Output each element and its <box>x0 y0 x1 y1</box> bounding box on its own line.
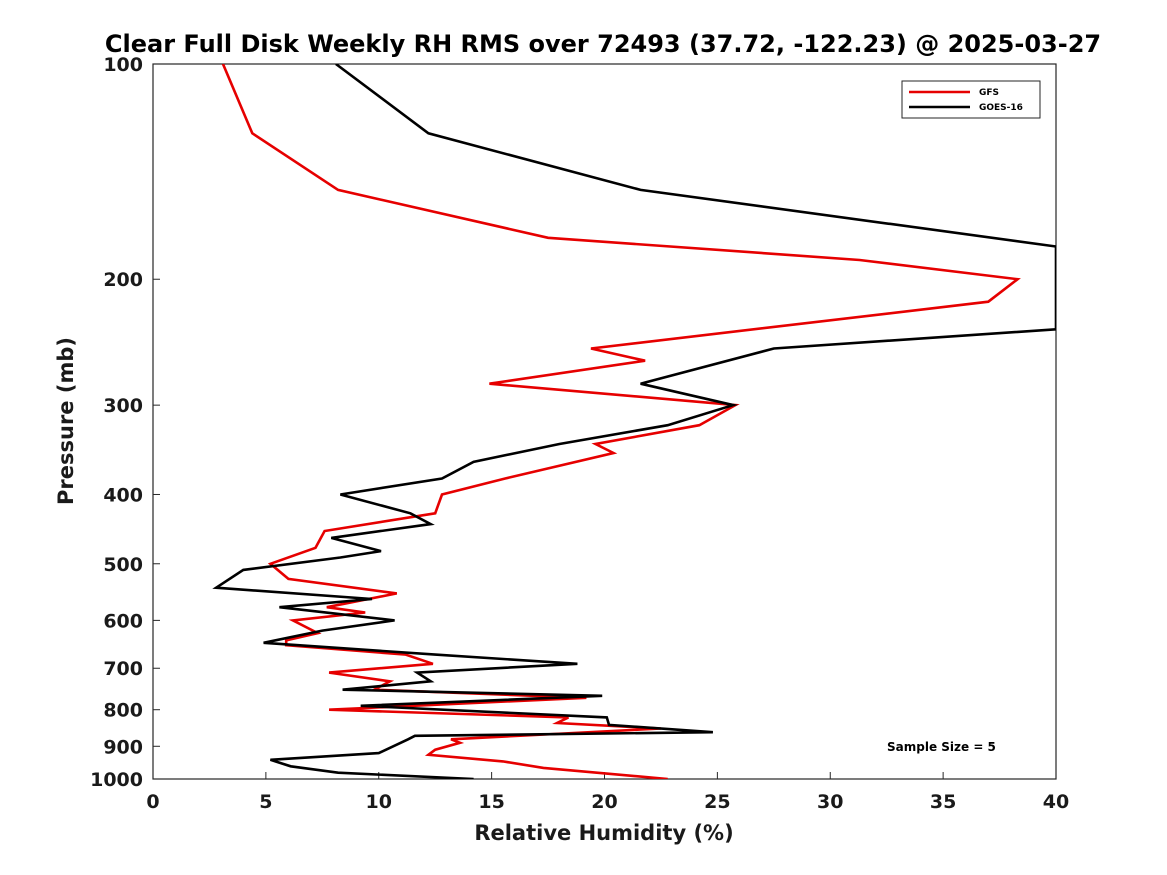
y-tick-label: 1000 <box>90 769 143 791</box>
x-tick-label: 5 <box>259 791 272 813</box>
y-axis: 100 200 300 400 500 600 700 800 900 1000 <box>90 54 160 791</box>
x-tick-label: 15 <box>478 791 504 813</box>
x-axis-label: Relative Humidity (%) <box>474 821 733 845</box>
legend: GFS GOES-16 <box>901 80 1041 119</box>
series-layer <box>212 64 1056 779</box>
y-tick-label: 100 <box>103 54 143 76</box>
x-axis: 0 5 10 15 20 25 30 35 40 <box>146 772 1069 813</box>
x-tick-label: 35 <box>930 791 956 813</box>
y-tick-label: 800 <box>103 700 143 722</box>
legend-label-goes16: GOES-16 <box>979 103 1023 113</box>
y-tick-label: 900 <box>103 736 143 758</box>
y-tick-label: 600 <box>103 610 143 632</box>
y-axis-label: Pressure (mb) <box>54 337 78 505</box>
x-tick-label: 10 <box>366 791 392 813</box>
y-tick-label: 500 <box>103 554 143 576</box>
y-tick-label: 700 <box>103 658 143 680</box>
x-tick-label: 40 <box>1043 791 1069 813</box>
legend-label-gfs: GFS <box>979 88 999 98</box>
x-tick-label: 0 <box>146 791 159 813</box>
y-tick-label: 400 <box>103 484 143 506</box>
plot-frame <box>152 63 1057 780</box>
x-tick-label: 25 <box>704 791 730 813</box>
series-line-goes16 <box>212 64 1056 779</box>
y-tick-label: 200 <box>103 269 143 291</box>
chart-title: Clear Full Disk Weekly RH RMS over 72493… <box>105 30 1101 58</box>
x-tick-label: 30 <box>817 791 843 813</box>
sample-size-annotation: Sample Size = 5 <box>887 740 996 754</box>
series-line-gfs <box>221 64 1021 779</box>
x-tick-label: 20 <box>591 791 617 813</box>
y-tick-label: 300 <box>103 395 143 417</box>
legend-box <box>901 80 1041 119</box>
